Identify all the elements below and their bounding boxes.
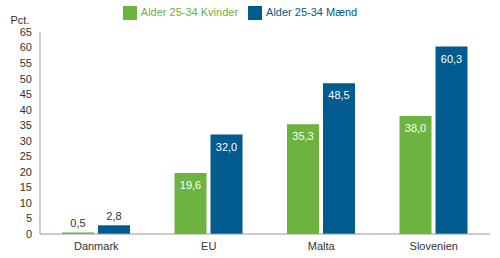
svg-text:0: 0 — [26, 228, 32, 240]
svg-text:Danmark: Danmark — [74, 240, 119, 252]
svg-text:19,6: 19,6 — [180, 179, 201, 191]
html-text:Alder 25-34 Mænd: Alder 25-34 Mænd — [266, 6, 358, 18]
svg-text:35,3: 35,3 — [292, 130, 313, 142]
svg-text:5: 5 — [26, 212, 32, 224]
svg-text:60: 60 — [20, 41, 32, 53]
html-text:Alder 25-34 Kvinder: Alder 25-34 Kvinder — [140, 6, 239, 18]
svg-text:65: 65 — [20, 26, 32, 38]
svg-text:40: 40 — [20, 104, 32, 116]
svg-text:15: 15 — [20, 181, 32, 193]
svg-text:60,3: 60,3 — [441, 53, 462, 65]
svg-text:Malta: Malta — [308, 240, 336, 252]
svg-text:50: 50 — [20, 73, 32, 85]
svg-text:38,0: 38,0 — [405, 122, 426, 134]
svg-text:10: 10 — [20, 197, 32, 209]
svg-text:Pct.: Pct. — [11, 14, 30, 26]
svg-text:35: 35 — [20, 119, 32, 131]
svg-text:0,5: 0,5 — [70, 217, 85, 229]
svg-text:EU: EU — [201, 240, 216, 252]
svg-text:55: 55 — [20, 57, 32, 69]
svg-text:2,8: 2,8 — [106, 210, 121, 222]
svg-text:Slovenien: Slovenien — [410, 240, 458, 252]
svg-text:48,5: 48,5 — [328, 89, 349, 101]
svg-text:45: 45 — [20, 88, 32, 100]
svg-text:20: 20 — [20, 166, 32, 178]
svg-text:32,0: 32,0 — [216, 141, 237, 153]
svg-text:25: 25 — [20, 150, 32, 162]
svg-text:30: 30 — [20, 135, 32, 147]
